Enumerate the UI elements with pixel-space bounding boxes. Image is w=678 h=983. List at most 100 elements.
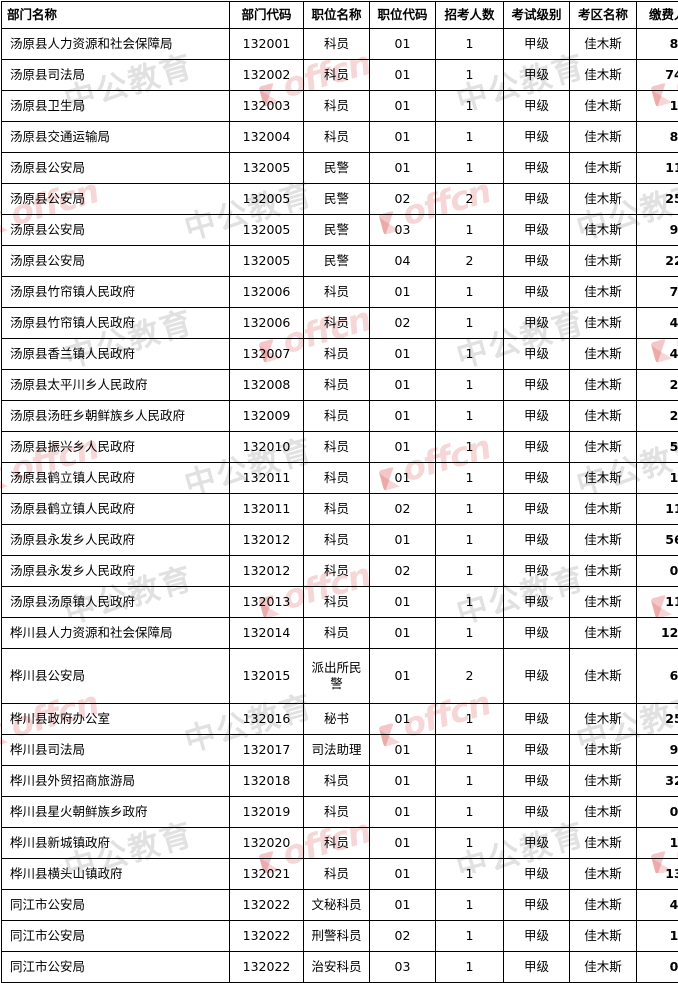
column-header-post-name: 职位名称 [304, 2, 370, 29]
cell-num: 1 [436, 370, 504, 401]
column-header-recruit-count: 招考人数 [436, 2, 504, 29]
cell-pcode: 01 [370, 618, 436, 649]
cell-dept: 汤原县公安局 [2, 153, 230, 184]
cell-dept: 桦川县外贸招商旅游局 [2, 766, 230, 797]
cell-fee: 32 [637, 766, 678, 797]
cell-level: 甲级 [504, 432, 570, 463]
cell-dept: 桦川县新城镇政府 [2, 828, 230, 859]
cell-level: 甲级 [504, 649, 570, 704]
table-row: 汤原县公安局132005民警022甲级佳木斯25 [2, 184, 678, 215]
cell-area: 佳木斯 [570, 649, 637, 704]
cell-level: 甲级 [504, 890, 570, 921]
cell-post: 科员 [304, 766, 370, 797]
cell-code: 132003 [230, 91, 304, 122]
cell-fee: 9 [637, 735, 678, 766]
cell-pcode: 01 [370, 153, 436, 184]
cell-fee: 5 [637, 432, 678, 463]
cell-fee: 4 [637, 890, 678, 921]
cell-post: 派出所民警 [304, 649, 370, 704]
cell-area: 佳木斯 [570, 828, 637, 859]
cell-fee: 0 [637, 797, 678, 828]
cell-dept: 同江市公安局 [2, 952, 230, 983]
cell-level: 甲级 [504, 184, 570, 215]
cell-dept: 桦川县公安局 [2, 649, 230, 704]
cell-code: 132002 [230, 60, 304, 91]
cell-code: 132012 [230, 525, 304, 556]
cell-num: 1 [436, 277, 504, 308]
table-header-row: 部门名称 部门代码 职位名称 职位代码 招考人数 考试级别 考区名称 缴费人数 [2, 2, 678, 29]
cell-dept: 汤原县公安局 [2, 184, 230, 215]
cell-area: 佳木斯 [570, 556, 637, 587]
cell-level: 甲级 [504, 859, 570, 890]
cell-dept: 汤原县太平川乡人民政府 [2, 370, 230, 401]
cell-area: 佳木斯 [570, 494, 637, 525]
cell-num: 1 [436, 704, 504, 735]
cell-fee: 2 [637, 370, 678, 401]
cell-post: 科员 [304, 122, 370, 153]
cell-pcode: 01 [370, 828, 436, 859]
cell-post: 科员 [304, 29, 370, 60]
cell-num: 1 [436, 525, 504, 556]
table-row: 汤原县公安局132005民警042甲级佳木斯22 [2, 246, 678, 277]
cell-post: 科员 [304, 432, 370, 463]
cell-dept: 汤原县鹤立镇人民政府 [2, 494, 230, 525]
cell-num: 1 [436, 91, 504, 122]
cell-pcode: 01 [370, 735, 436, 766]
cell-pcode: 01 [370, 859, 436, 890]
cell-dept: 汤原县竹帘镇人民政府 [2, 308, 230, 339]
cell-level: 甲级 [504, 618, 570, 649]
cell-fee: 2 [637, 401, 678, 432]
cell-dept: 桦川县政府办公室 [2, 704, 230, 735]
cell-post: 科员 [304, 859, 370, 890]
column-header-dept: 部门名称 [2, 2, 230, 29]
cell-num: 2 [436, 649, 504, 704]
cell-pcode: 01 [370, 29, 436, 60]
cell-level: 甲级 [504, 494, 570, 525]
cell-level: 甲级 [504, 277, 570, 308]
cell-code: 132004 [230, 122, 304, 153]
cell-pcode: 02 [370, 184, 436, 215]
cell-dept: 桦川县司法局 [2, 735, 230, 766]
cell-code: 132015 [230, 649, 304, 704]
cell-level: 甲级 [504, 463, 570, 494]
cell-code: 132001 [230, 29, 304, 60]
cell-num: 1 [436, 618, 504, 649]
column-header-paid-count: 缴费人数 [637, 2, 678, 29]
cell-num: 1 [436, 122, 504, 153]
cell-post: 科员 [304, 339, 370, 370]
table-row: 桦川县横头山镇政府132021科员011甲级佳木斯13 [2, 859, 678, 890]
cell-post: 科员 [304, 60, 370, 91]
cell-fee: 1 [637, 463, 678, 494]
cell-pcode: 01 [370, 649, 436, 704]
cell-fee: 7 [637, 277, 678, 308]
cell-post: 司法助理 [304, 735, 370, 766]
cell-num: 1 [436, 952, 504, 983]
table-row: 桦川县外贸招商旅游局132018科员011甲级佳木斯32 [2, 766, 678, 797]
cell-level: 甲级 [504, 704, 570, 735]
cell-area: 佳木斯 [570, 797, 637, 828]
cell-area: 佳木斯 [570, 432, 637, 463]
cell-post: 科员 [304, 618, 370, 649]
cell-fee: 11 [637, 153, 678, 184]
cell-fee: 4 [637, 339, 678, 370]
cell-pcode: 01 [370, 766, 436, 797]
cell-dept: 汤原县人力资源和社会保障局 [2, 29, 230, 60]
cell-num: 1 [436, 766, 504, 797]
cell-pcode: 01 [370, 401, 436, 432]
cell-area: 佳木斯 [570, 921, 637, 952]
cell-pcode: 01 [370, 463, 436, 494]
cell-area: 佳木斯 [570, 618, 637, 649]
cell-area: 佳木斯 [570, 339, 637, 370]
cell-code: 132006 [230, 308, 304, 339]
column-header-exam-area: 考区名称 [570, 2, 637, 29]
cell-num: 1 [436, 339, 504, 370]
cell-dept: 汤原县卫生局 [2, 91, 230, 122]
cell-fee: 1 [637, 91, 678, 122]
cell-dept: 同江市公安局 [2, 921, 230, 952]
